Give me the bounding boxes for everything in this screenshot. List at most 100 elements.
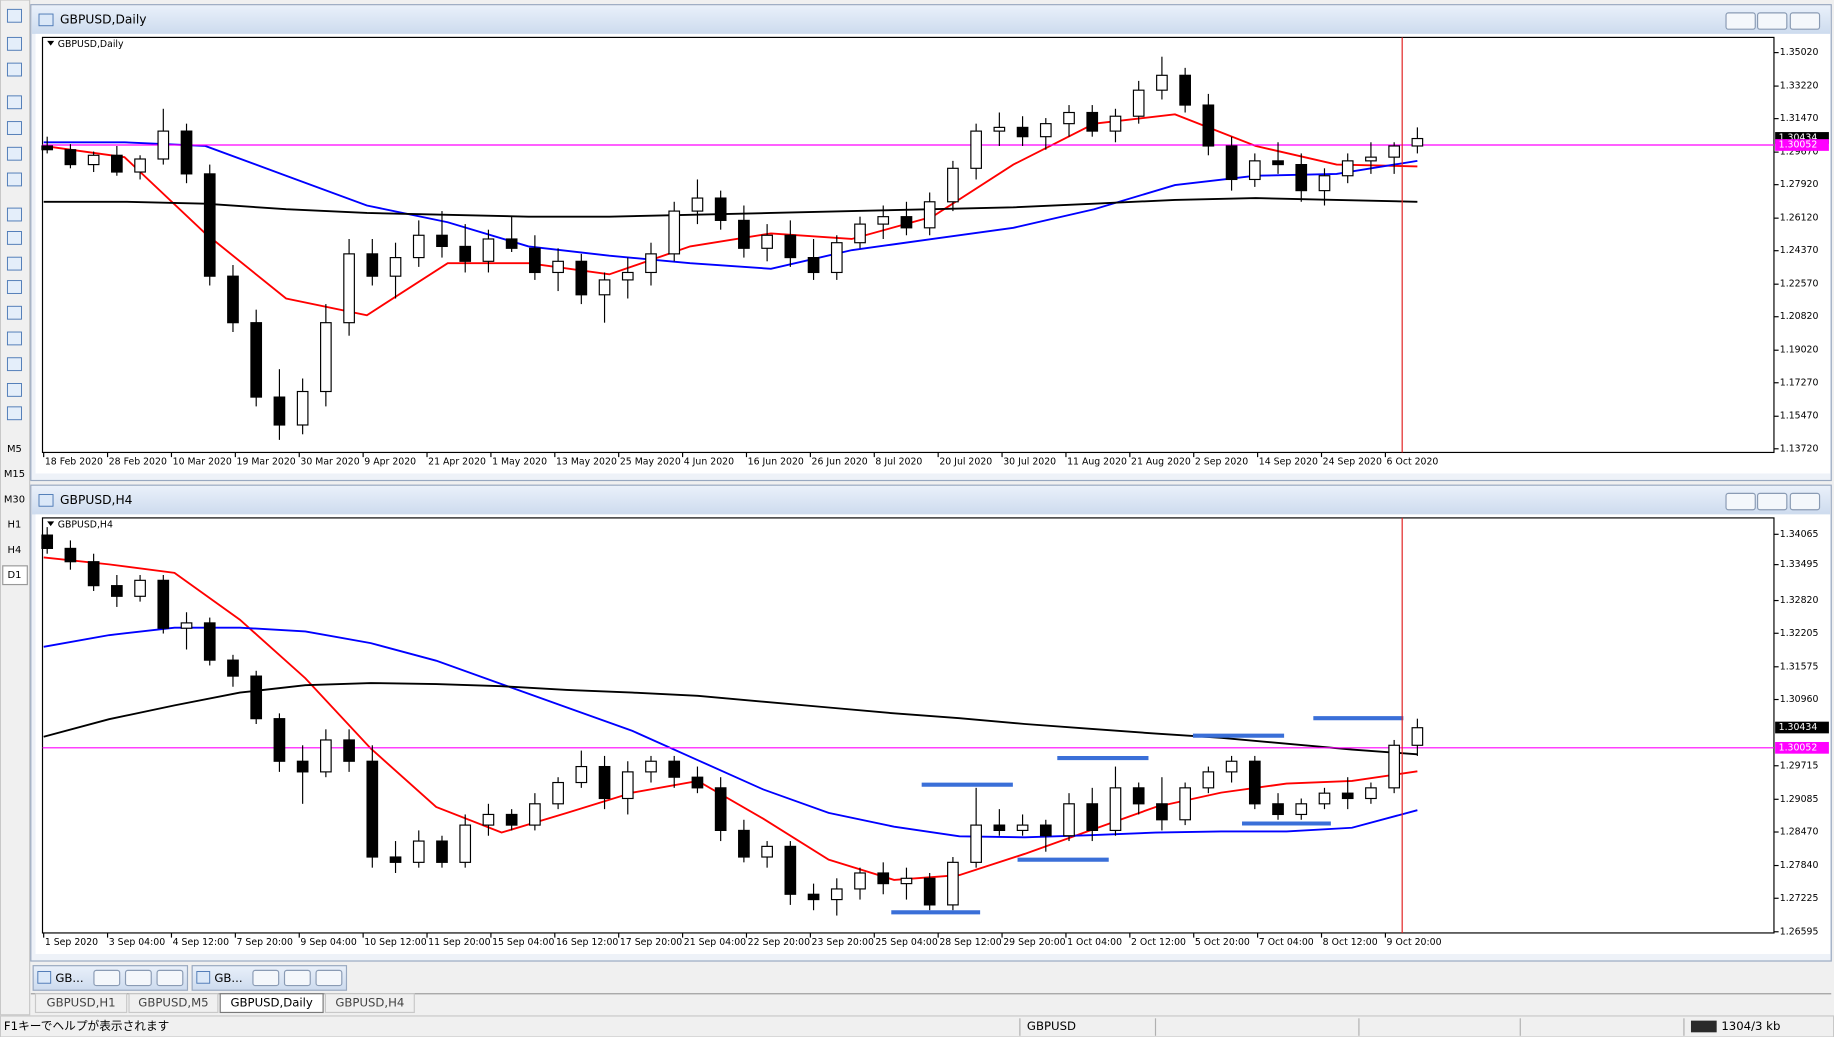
candle-body xyxy=(1318,175,1331,192)
x-tick-label: 28 Sep 12:00 xyxy=(939,937,1001,948)
window-button[interactable] xyxy=(93,969,121,987)
x-tick-label: 11 Sep 20:00 xyxy=(428,937,490,948)
candle-body xyxy=(761,845,773,858)
window-button[interactable] xyxy=(252,969,280,987)
window-button[interactable] xyxy=(124,969,152,987)
tool-icon[interactable] xyxy=(6,231,22,245)
tool-icon[interactable] xyxy=(6,280,22,294)
window-button[interactable] xyxy=(1725,12,1756,30)
tool-icon[interactable] xyxy=(6,331,22,346)
x-tick-label: 22 Sep 20:00 xyxy=(748,937,810,948)
x-tick-label: 6 Oct 2020 xyxy=(1387,456,1439,467)
candle-body xyxy=(343,739,355,762)
status-traffic-icon xyxy=(1690,1020,1717,1033)
candle-body xyxy=(1156,803,1168,821)
candle-body xyxy=(645,253,657,274)
candle-body xyxy=(320,739,332,773)
candle-body xyxy=(203,622,216,661)
status-symbol: GBPUSD xyxy=(1027,1019,1076,1033)
minimized-title: GB... xyxy=(214,971,242,985)
tool-icon[interactable] xyxy=(6,121,22,135)
x-tick-label: 7 Sep 20:00 xyxy=(237,937,293,948)
candle-body xyxy=(482,813,495,826)
tool-icon[interactable] xyxy=(6,146,22,161)
window-button[interactable] xyxy=(1757,12,1788,30)
candle-body xyxy=(784,845,797,895)
candle-body xyxy=(482,238,495,262)
tab-bar xyxy=(30,993,1832,1014)
tool-icon[interactable] xyxy=(6,406,22,421)
tab-label[interactable]: GBPUSD,M5 xyxy=(138,996,208,1010)
price-label-box xyxy=(1775,139,1829,151)
window-icon xyxy=(37,971,52,984)
x-tick-label: 15 Sep 04:00 xyxy=(492,937,554,948)
tool-icon[interactable] xyxy=(6,8,22,23)
tool-icon[interactable] xyxy=(6,305,22,320)
candle-body xyxy=(1109,115,1122,132)
timeframe-button[interactable]: M15 xyxy=(4,469,25,480)
tab[interactable] xyxy=(219,993,324,1014)
candle-body xyxy=(157,130,170,160)
candle-body xyxy=(621,771,634,800)
timeframe-button[interactable]: H4 xyxy=(8,545,22,556)
x-tick-label: 8 Oct 12:00 xyxy=(1323,937,1378,948)
window-button[interactable] xyxy=(283,969,311,987)
x-tick-label: 3 Sep 04:00 xyxy=(109,937,165,948)
moving-average xyxy=(43,141,1418,270)
window-button[interactable] xyxy=(1789,12,1821,30)
window-title-bar xyxy=(31,486,1831,515)
x-tick-label: 1 Sep 2020 xyxy=(45,937,98,948)
candle-body xyxy=(575,260,588,296)
timeframe-button[interactable]: M5 xyxy=(7,444,22,455)
tool-icon[interactable] xyxy=(6,95,22,110)
candle-body xyxy=(1318,792,1331,805)
x-tick-label: 4 Sep 12:00 xyxy=(173,937,229,948)
x-tick-label: 30 Jul 2020 xyxy=(1003,456,1056,467)
candle-body xyxy=(1156,74,1168,91)
tool-icon[interactable] xyxy=(6,357,22,372)
candle-body xyxy=(111,585,123,597)
x-tick-label: 18 Feb 2020 xyxy=(45,456,103,467)
tab-label[interactable]: GBPUSD,Daily xyxy=(230,996,312,1010)
tab[interactable] xyxy=(324,993,415,1014)
tool-icon[interactable] xyxy=(6,172,22,187)
tab-label[interactable]: GBPUSD,H4 xyxy=(335,996,404,1010)
window-button[interactable] xyxy=(1725,492,1756,511)
moving-average xyxy=(43,682,1418,756)
y-tick-label: 1.29670 xyxy=(1780,147,1819,158)
window-button[interactable] xyxy=(156,969,184,987)
tool-icon[interactable] xyxy=(6,36,22,51)
tool-icon[interactable] xyxy=(6,383,22,397)
tool-icon[interactable] xyxy=(6,256,22,271)
window-button[interactable] xyxy=(315,969,343,987)
tool-icon[interactable] xyxy=(6,207,22,222)
status-traffic: 1304/3 kb xyxy=(1721,1019,1780,1033)
window-button[interactable] xyxy=(1789,492,1821,511)
x-tick-label: 28 Feb 2020 xyxy=(109,456,167,467)
candle-body xyxy=(296,760,309,773)
timeframe-button[interactable]: H1 xyxy=(8,520,22,531)
price-label-box xyxy=(1775,132,1829,144)
x-tick-label: 10 Sep 12:00 xyxy=(364,937,426,948)
x-tick-label: 25 Sep 04:00 xyxy=(875,937,937,948)
tab-label[interactable]: GBPUSD,H1 xyxy=(47,996,116,1010)
x-tick-label: 9 Sep 04:00 xyxy=(300,937,356,948)
candle-body xyxy=(436,234,448,248)
window-button[interactable] xyxy=(1757,492,1788,511)
tab[interactable] xyxy=(128,993,219,1014)
candle-body xyxy=(854,223,866,244)
candle-body xyxy=(1202,771,1215,789)
tool-icon[interactable] xyxy=(6,62,22,77)
timeframe-button[interactable]: D1 xyxy=(7,570,21,581)
candle-body xyxy=(343,253,355,324)
candle-body xyxy=(203,173,216,277)
x-tick-label: 21 Apr 2020 xyxy=(428,456,486,467)
window-icon xyxy=(38,13,54,27)
candle-body xyxy=(1341,792,1354,800)
tab[interactable] xyxy=(34,993,128,1014)
timeframe-button[interactable]: M30 xyxy=(4,494,25,505)
candle-body xyxy=(1225,145,1238,181)
x-tick-label: 1 May 2020 xyxy=(492,456,547,467)
price-label-box xyxy=(1775,741,1829,754)
candle-body xyxy=(250,322,263,398)
